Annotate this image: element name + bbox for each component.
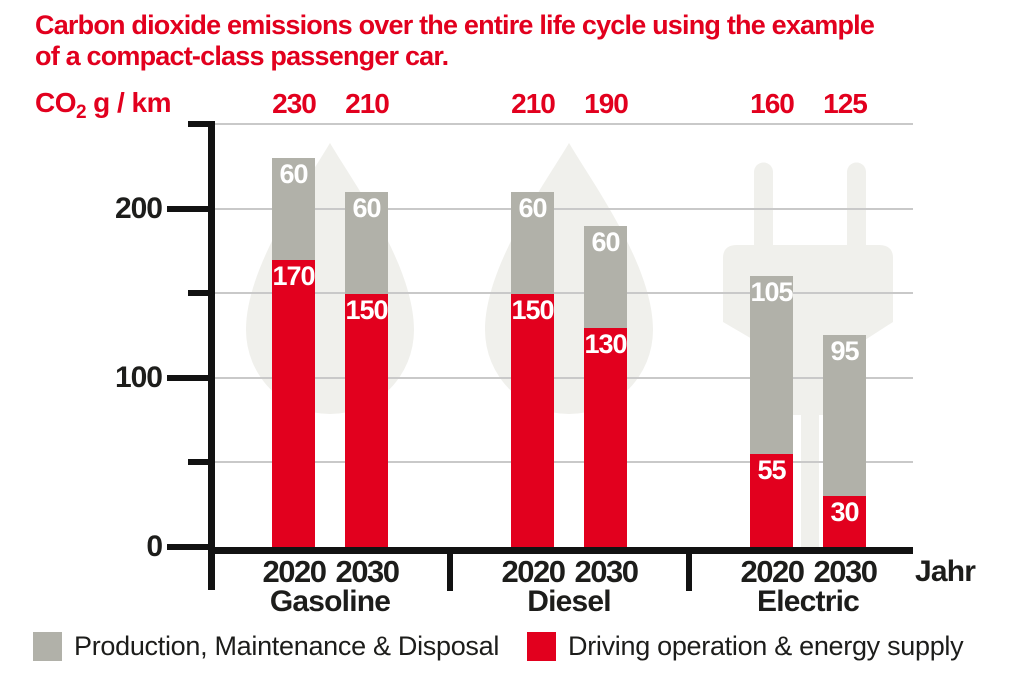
y-tick-label-0: 0 [146, 530, 163, 563]
x-tick-label-electric-2030: 2030 [813, 554, 878, 589]
segment-driving-diesel-2020: 150 [511, 294, 555, 547]
bar-gasoline-2020: 60 170 [272, 158, 316, 547]
segment-production-diesel-2030: 60 [584, 226, 627, 328]
segment-value-label: 170 [272, 261, 315, 291]
y-tick-50 [188, 459, 215, 465]
chart-title: Carbon dioxide emissions over the entire… [35, 10, 875, 72]
y-tick-label-100: 100 [114, 361, 163, 394]
segment-value-label: 150 [511, 295, 554, 325]
unit-subscript-2: 2 [76, 102, 87, 123]
x-axis-baseline [208, 547, 913, 554]
y-tick-100 [167, 375, 215, 381]
unit-g-per-km: g / km [93, 87, 171, 118]
segment-production-electric-2030: 95 [823, 335, 866, 496]
segment-value-label: 30 [830, 497, 859, 527]
chart-title-line2: of a compact-class passenger car. [35, 41, 449, 71]
total-label-electric-2030: 125 [823, 88, 868, 119]
segment-value-label: 55 [757, 455, 786, 485]
gridline-200 [215, 208, 913, 210]
segment-value-label: 95 [830, 336, 859, 366]
segment-value-label: 60 [591, 227, 620, 257]
segment-production-gasoline-2030: 60 [345, 192, 388, 294]
segment-production-diesel-2020: 60 [511, 192, 554, 294]
bar-gasoline-2030: 60 150 [345, 192, 389, 547]
bar-diesel-2020: 60 150 [511, 192, 555, 547]
segment-driving-gasoline-2020: 170 [272, 260, 316, 547]
y-tick-150 [188, 290, 215, 296]
bar-electric-2030: 95 30 [823, 335, 866, 547]
chart-title-line1: Carbon dioxide emissions over the entire… [35, 10, 875, 40]
unit-co: CO [35, 87, 77, 118]
legend-label: Driving operation & energy supply [568, 631, 964, 661]
gridline-100 [215, 377, 913, 379]
segment-driving-electric-2030: 30 [823, 496, 866, 547]
y-axis-line [208, 123, 215, 590]
y-tick-label-200: 200 [114, 192, 163, 225]
total-label-diesel-2030: 190 [584, 88, 629, 119]
segment-value-label: 150 [345, 295, 388, 325]
group-label-electric: Electric [757, 585, 860, 618]
legend-swatch-icon [33, 632, 62, 661]
total-label-gasoline-2030: 210 [345, 88, 390, 119]
gridline-50 [215, 461, 913, 463]
group-separator [686, 547, 692, 591]
segment-driving-diesel-2030: 130 [584, 328, 628, 547]
y-axis-unit-label: CO2 g / km [35, 87, 171, 123]
legend-item: Production, Maintenance & Disposal [33, 631, 499, 662]
y-tick-200 [167, 206, 215, 212]
x-tick-label-gasoline-2030: 2030 [335, 554, 400, 589]
legend-item: Driving operation & energy supply [527, 631, 964, 662]
group-separator [447, 547, 453, 591]
bar-electric-2020: 105 55 [750, 276, 794, 547]
legend-swatch-icon [527, 632, 556, 661]
x-tick-label-diesel-2030: 2030 [574, 554, 639, 589]
total-label-diesel-2020: 210 [511, 88, 556, 119]
legend-label: Production, Maintenance & Disposal [74, 631, 500, 661]
group-label-diesel: Diesel [527, 585, 611, 618]
x-tick-label-gasoline-2020: 2020 [262, 554, 327, 589]
y-tick-250 [188, 121, 215, 127]
gridline-250 [215, 123, 913, 125]
x-tick-label-diesel-2020: 2020 [501, 554, 566, 589]
segment-driving-electric-2020: 55 [750, 454, 793, 547]
segment-value-label: 130 [584, 329, 627, 359]
total-label-electric-2020: 160 [750, 88, 795, 119]
bar-diesel-2030: 60 130 [584, 226, 628, 547]
segment-value-label: 60 [518, 193, 547, 223]
segment-production-electric-2020: 105 [750, 276, 794, 454]
group-label-gasoline: Gasoline [269, 585, 391, 618]
segment-driving-gasoline-2030: 150 [345, 294, 389, 547]
segment-value-label: 105 [750, 277, 793, 307]
x-tick-label-electric-2020: 2020 [740, 554, 805, 589]
segment-value-label: 60 [279, 159, 308, 189]
segment-value-label: 60 [352, 193, 381, 223]
x-axis-unit-label: Jahr [915, 555, 976, 588]
y-tick-0 [167, 544, 215, 550]
total-label-gasoline-2020: 230 [272, 88, 317, 119]
gridline-150 [215, 292, 913, 294]
segment-production-gasoline-2020: 60 [272, 158, 315, 260]
